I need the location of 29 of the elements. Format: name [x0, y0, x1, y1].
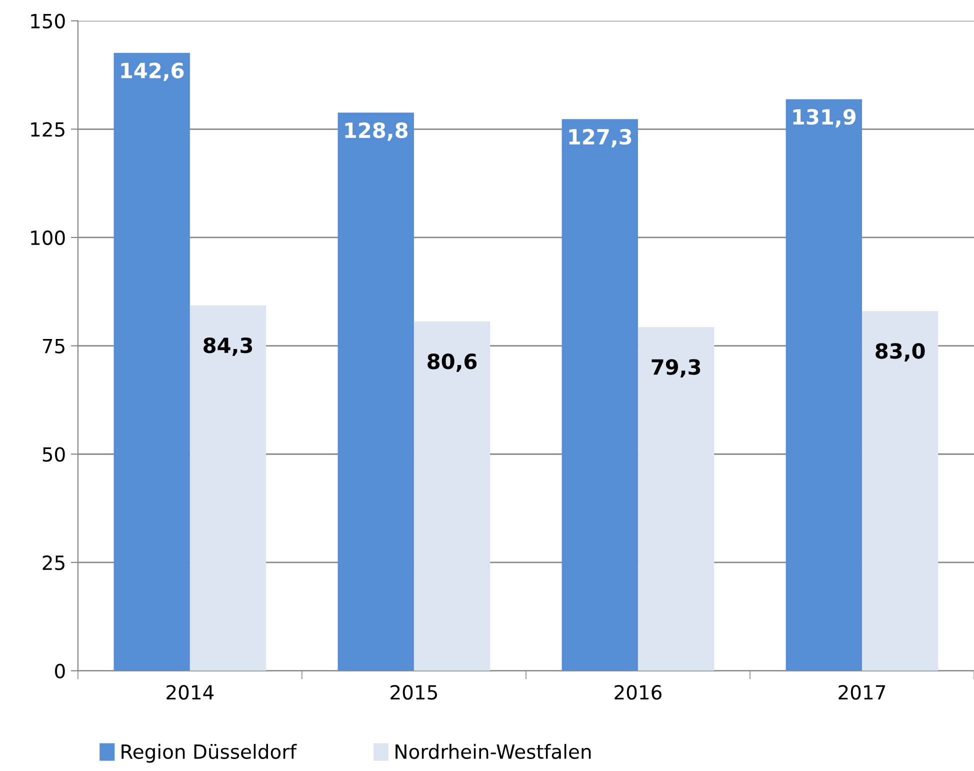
data-label: 128,8	[345, 122, 408, 141]
x-tick-label: 2014	[166, 685, 214, 700]
data-label: 83,0	[876, 343, 925, 362]
data-label: 80,6	[428, 353, 477, 372]
y-tick-label: 75	[42, 339, 64, 354]
data-label: 79,3	[652, 359, 700, 378]
x-tick-label: 2017	[838, 685, 886, 700]
data-label: 142,6	[121, 62, 184, 82]
bar	[338, 112, 414, 671]
bar	[862, 311, 938, 671]
y-tick-label: 25	[42, 555, 64, 570]
y-tick-label: 125	[31, 122, 64, 137]
bar	[414, 322, 490, 671]
legend-label: Nordrhein-Westfalen	[396, 744, 591, 759]
bar	[114, 52, 190, 671]
x-tick-label: 2016	[614, 685, 662, 700]
data-label: 84,3	[204, 337, 252, 356]
bar	[190, 305, 266, 671]
y-tick-label: 50	[42, 447, 65, 462]
data-label: 127,3	[569, 128, 632, 148]
bar	[638, 327, 714, 671]
bar	[562, 119, 638, 671]
legend-label: Region Düsseldorf	[122, 744, 297, 763]
bar	[786, 99, 862, 671]
y-tick-label: 100	[31, 230, 65, 246]
x-tick-label: 2015	[390, 685, 437, 700]
y-tick-label: 0	[55, 664, 65, 678]
y-tick-label: 150	[31, 14, 65, 28]
data-label: 131,9	[793, 108, 856, 128]
